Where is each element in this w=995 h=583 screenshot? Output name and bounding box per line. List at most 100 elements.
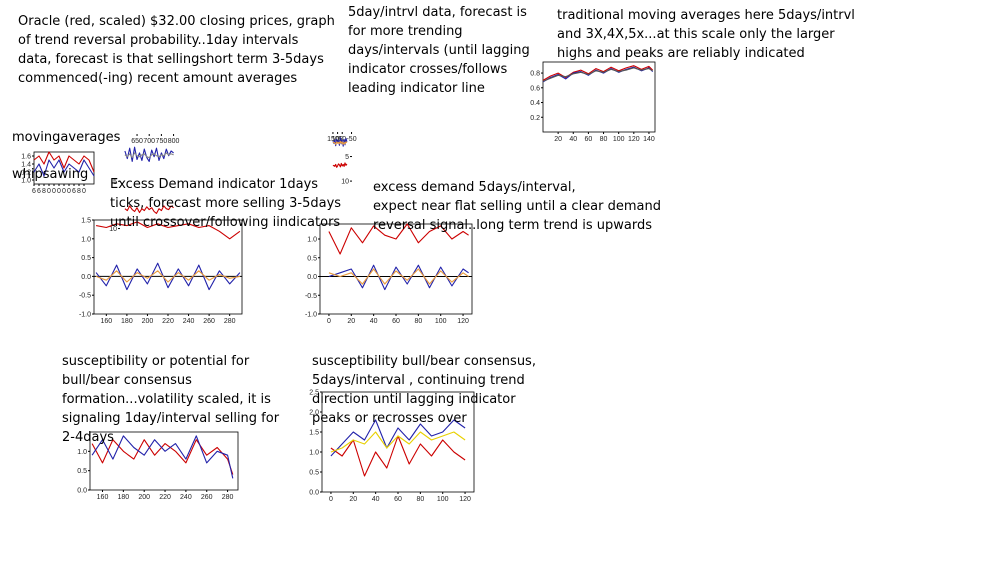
series-line-2: [124, 152, 174, 159]
series-line-0: [33, 151, 95, 173]
note-susceptibility-5day: susceptibility bull/bear consensus, 5day…: [312, 352, 536, 428]
note-line: leading indicator line: [348, 81, 485, 96]
y-tick-label: 5: [345, 154, 349, 161]
x-tick-label: 100: [332, 136, 344, 143]
x-tick-label: 700: [143, 138, 155, 145]
x-tick-label: 60: [392, 318, 400, 325]
y-tick-label: 0.8: [530, 71, 540, 78]
y-tick-label: 1.0: [81, 236, 91, 243]
x-tick-label: 280: [224, 318, 236, 325]
y-tick-label: 1.0: [309, 450, 319, 457]
y-tick-label: 1.2: [21, 170, 31, 177]
y-tick-label: 1.5: [81, 218, 91, 225]
x-tick-label: 100: [437, 496, 449, 503]
note-line: signaling 1day/interval selling for: [62, 411, 280, 426]
x-tick-label: 20: [554, 136, 562, 143]
x-tick-label: 80: [414, 318, 422, 325]
y-tick-label: 0.4: [530, 100, 540, 107]
x-tick-label: 20: [347, 318, 355, 325]
y-tick-label: 2.0: [309, 410, 319, 417]
y-tick-label: 0.6: [530, 85, 540, 92]
series-line-0: [542, 65, 654, 81]
x-tick-label: 260: [203, 318, 215, 325]
y-tick-label: 5: [113, 179, 117, 186]
note-line: and 3X,4X,5x...at this scale only the la…: [557, 27, 835, 42]
susceptibility-1day-chart: 0.0 0.5 1.0 160 180 200 220 240 260 280: [77, 431, 239, 501]
y-tick-label: 1.4: [21, 162, 31, 169]
note-line: Oracle (red, scaled) $32.00 closing pric…: [18, 14, 335, 29]
x-tick-label: 160: [97, 494, 109, 501]
y-tick-label: 2.5: [309, 390, 319, 397]
y-tick-label: 0.2: [530, 115, 540, 122]
x-tick-label: 60: [585, 136, 593, 143]
note-line: commenced(-ing) recent amount averages: [18, 71, 298, 86]
note-line: Excess Demand indicator 1days: [110, 177, 319, 192]
x-tick-label: 6: [37, 188, 41, 195]
x-tick-label: 0: [62, 188, 66, 195]
oracle-1day-chart: 5 10 650 700 750 800: [109, 134, 180, 233]
x-tick-label: 120: [459, 496, 471, 503]
x-tick-label: 180: [118, 494, 130, 501]
x-tick-label: 50: [338, 136, 346, 143]
x-tick-label: 280: [222, 494, 234, 501]
series-line-2: [330, 431, 466, 453]
note-line: days/intervals (until lagging: [348, 43, 530, 58]
x-tick-label: 100: [613, 136, 625, 143]
y-tick-label: 0.0: [307, 274, 317, 281]
x-tick-label: 100: [435, 318, 447, 325]
series-line-1: [33, 159, 95, 177]
note-line: 5day/intrvl data, forecast is: [348, 5, 527, 20]
y-tick-label: 1.6: [21, 154, 31, 161]
series-line-2: [328, 268, 469, 285]
note-excess-demand-5day: excess demand 5days/interval, expect nea…: [373, 178, 661, 235]
note-line: 5days/interval , continuing trend: [312, 373, 525, 388]
note-line: bull/bear consensus: [62, 373, 192, 388]
x-tick-label: 750: [156, 138, 168, 145]
x-tick-label: 8: [42, 188, 46, 195]
y-tick-label: -1.0: [305, 312, 317, 319]
note-line: direction until lagging indicator: [312, 392, 516, 407]
x-tick-label: 40: [372, 496, 380, 503]
plot-frame: [89, 431, 239, 491]
note-line: whipsawing: [12, 167, 89, 182]
x-tick-label: 6: [32, 188, 36, 195]
x-tick-label: 60: [394, 496, 402, 503]
note-line: of trend reversal probability..1day inte…: [18, 33, 299, 48]
series-line-0: [95, 221, 241, 240]
x-tick-label: 40: [569, 136, 577, 143]
series-line-2: [542, 67, 653, 82]
x-tick-label: 140: [643, 136, 655, 143]
x-tick-label: 220: [162, 318, 174, 325]
note-line: until crossover/following iindicators: [110, 215, 341, 230]
x-tick-label: 240: [183, 318, 195, 325]
x-tick-label: 200: [142, 318, 154, 325]
x-tick-label: 80: [416, 496, 424, 503]
note-line: excess demand 5days/interval,: [373, 180, 576, 195]
x-tick-label: 180: [121, 318, 133, 325]
series-line-0: [332, 162, 348, 168]
excess-demand-5day-chart: -1.0 -0.5 0.0 0.5 1.0 0 20 40 60 80 100 120: [305, 223, 473, 325]
x-tick-label: 6: [72, 188, 76, 195]
x-tick-label: 0: [47, 188, 51, 195]
plot-frame: [319, 223, 473, 315]
note-traditional-ma: traditional moving averages here 5days/i…: [557, 6, 855, 63]
series-line-1: [95, 262, 241, 291]
x-tick-label: 120: [457, 318, 469, 325]
susceptibility-5day-chart: 0.0 0.5 1.0 1.5 2.0 2.5 0 20 40 60 80 100 120: [309, 390, 475, 503]
y-tick-label: 0.0: [81, 274, 91, 281]
x-tick-label: 80: [600, 136, 608, 143]
x-tick-label: 40: [370, 318, 378, 325]
note-line: reversal signal..long term trend is upwa…: [373, 218, 653, 233]
y-tick-label: 1.5: [309, 430, 319, 437]
y-tick-label: 0.5: [81, 255, 91, 262]
note-line: for more trending: [348, 24, 463, 39]
y-tick-label: 0.0: [309, 490, 319, 497]
x-tick-label: 0: [52, 188, 56, 195]
x-tick-label: 160: [100, 318, 112, 325]
excess-demand-1day-chart: -1.0 -0.5 0.0 0.5 1.0 1.5 160 180 200 220 240 260 28…: [79, 218, 243, 325]
x-tick-label: 0: [67, 188, 71, 195]
x-tick-label: 150: [327, 136, 339, 143]
x-tick-label: 0: [82, 188, 86, 195]
y-tick-label: 1.0: [307, 237, 317, 244]
note-line: expect near flat selling until a clear d…: [373, 199, 661, 214]
